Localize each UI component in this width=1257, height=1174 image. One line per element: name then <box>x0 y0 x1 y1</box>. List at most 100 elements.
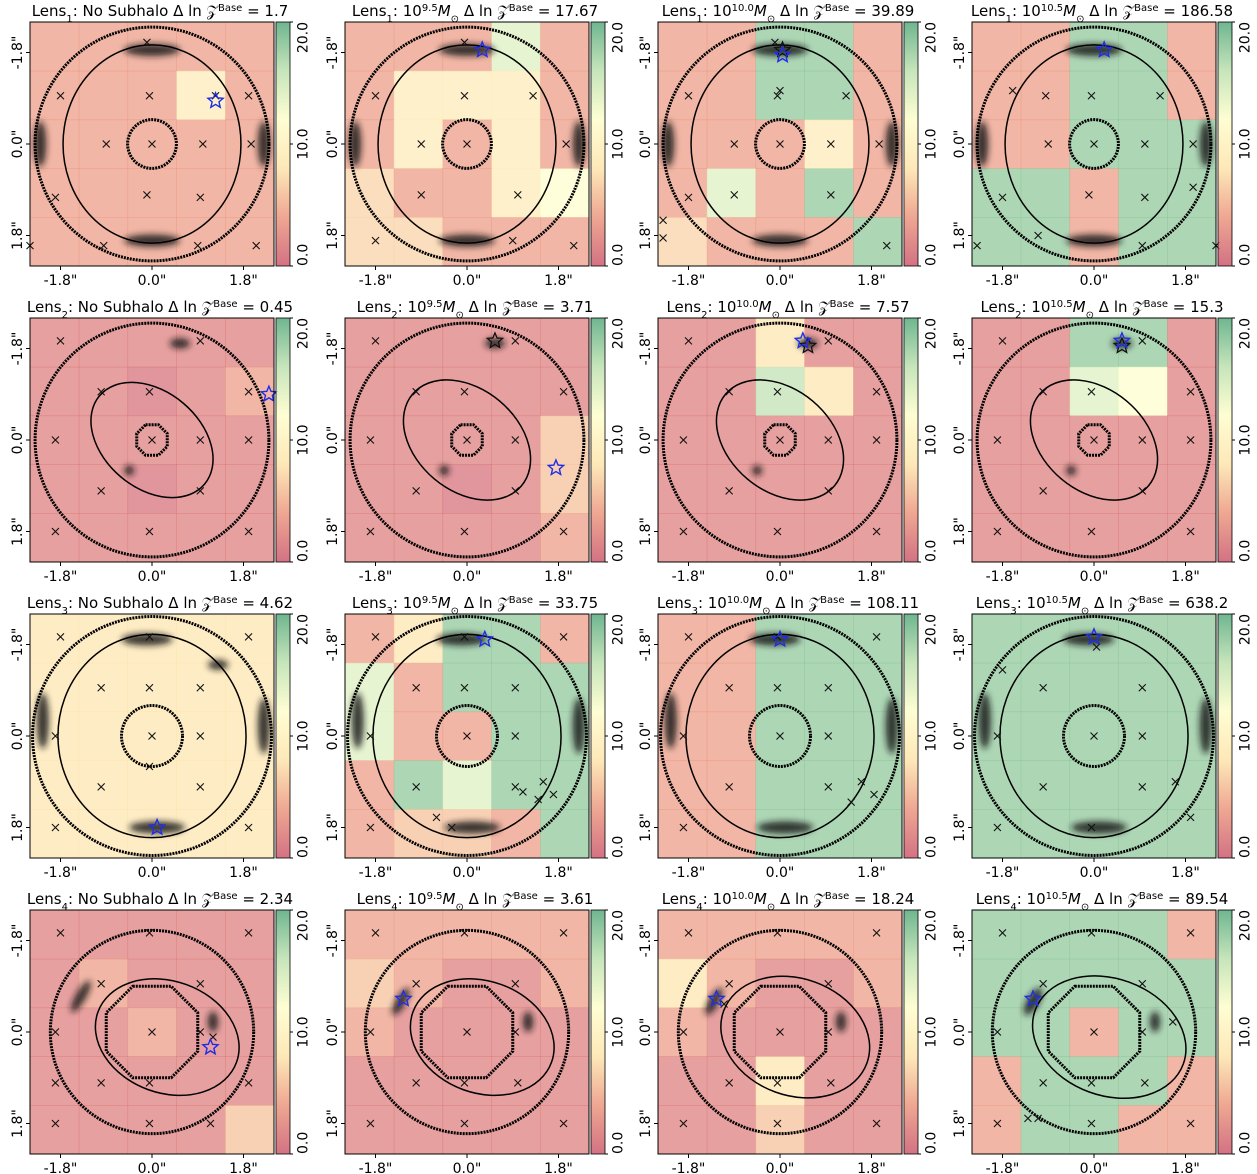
x-tick-label: -1.8" <box>672 1161 706 1174</box>
panel-title: Lens3: 1010.5M⊙ Δ ln 𝒵Base = 638.2 <box>976 594 1229 617</box>
colorbar-tick-label: 0.0 <box>924 1132 940 1154</box>
heatmap-cell <box>78 168 129 218</box>
panel-title: Lens2: No Subhalo Δ ln 𝒵Base = 0.45 <box>27 298 293 321</box>
heatmap-cell <box>804 760 854 810</box>
lensed-arc <box>1066 43 1122 57</box>
lensed-arcs <box>34 43 270 247</box>
heatmap-cell <box>755 910 805 960</box>
grid-search-point <box>1044 140 1053 148</box>
colorbar <box>904 614 918 858</box>
grid-search-point <box>511 486 520 495</box>
y-tick-label: 0.0" <box>10 722 26 751</box>
heatmap-cell <box>1167 513 1216 562</box>
grid-search-point <box>244 1078 253 1087</box>
best-fit-star <box>707 989 726 1007</box>
grid-search-point <box>882 241 891 250</box>
grid-search-point <box>773 91 782 100</box>
heatmap-cell <box>491 119 541 169</box>
grid-search-point <box>1039 1078 1048 1087</box>
y-tick-label: 0.0" <box>638 722 654 751</box>
lensed-arc <box>36 692 49 749</box>
heatmap-cell <box>1020 415 1071 465</box>
x-tick-label: 1.8" <box>229 865 258 881</box>
colorbar-tick-label: 10.0 <box>1238 424 1254 455</box>
heatmap-cell <box>176 168 226 218</box>
colorbar-tick-label: 10.0 <box>924 720 940 751</box>
heatmap-cell <box>345 513 395 562</box>
heatmap-cell <box>1167 809 1216 858</box>
colorbar <box>276 22 290 266</box>
grid-search-point <box>97 979 106 988</box>
grid-search-point <box>145 387 154 396</box>
lensed-arc <box>1066 465 1077 476</box>
colorbar-tick-label: 20.0 <box>924 910 940 941</box>
heatmap-cell <box>540 1007 589 1057</box>
heatmap-cell <box>540 1056 589 1106</box>
heatmap-cell <box>1167 958 1216 1009</box>
y-tick-label: 0.0" <box>638 1018 654 1047</box>
grid-search-point <box>366 1119 375 1128</box>
heatmap-cell <box>30 614 80 664</box>
lensed-arc <box>257 697 270 754</box>
colorbar-tick-label: 0.0 <box>924 244 940 266</box>
true-subhalo-star <box>798 336 818 354</box>
heatmap-cell <box>540 809 589 858</box>
grid-search-point <box>460 91 469 100</box>
grid-search-point <box>1189 183 1198 192</box>
heatmap-cell <box>78 70 129 121</box>
heatmap-cell <box>1167 22 1216 72</box>
critical-curve <box>1029 379 1159 501</box>
grid-search-point <box>511 683 520 692</box>
grid-search-point <box>371 632 380 641</box>
grid-search-point <box>1140 140 1149 148</box>
y-tick-label: 1.8" <box>325 517 341 546</box>
heatmap-cell <box>491 614 541 664</box>
lensed-arc <box>257 121 270 167</box>
grid-search-point <box>1034 231 1042 240</box>
grid-search-point <box>511 436 520 444</box>
grid-search-point <box>824 486 833 495</box>
x-tick-label: 1.8" <box>857 569 886 585</box>
heatmap-cell <box>1069 910 1119 960</box>
grid-search-point <box>148 1028 156 1036</box>
colorbar-tick-label: 10.0 <box>296 720 312 751</box>
grid-search-point <box>1189 140 1198 148</box>
heatmap-cell <box>442 760 492 810</box>
y-tick-label: -1.8" <box>952 628 968 662</box>
heatmap-cell <box>127 662 177 713</box>
x-tick-label: 0.0" <box>1080 1161 1109 1174</box>
x-tick-label: 1.8" <box>229 569 258 585</box>
grid-search-point <box>143 38 151 47</box>
grid-search-point <box>1087 527 1096 536</box>
lensed-arc <box>978 692 991 749</box>
heatmap-cell <box>176 70 226 121</box>
lensed-arc <box>439 465 450 476</box>
x-tick-label: -1.8" <box>44 569 78 585</box>
heatmap-cell <box>1020 711 1071 761</box>
x-tick-label: -1.8" <box>672 273 706 289</box>
grid-search-point <box>244 527 253 536</box>
lensed-arc <box>757 821 814 834</box>
x-tick-label: -1.8" <box>359 1161 393 1174</box>
grid-search-point <box>432 813 441 822</box>
grid-search-point <box>412 979 421 988</box>
grid-search-point <box>148 732 156 740</box>
heatmap-cell <box>491 760 541 810</box>
grid-search-point <box>412 782 421 791</box>
lensed-arc <box>1066 234 1122 247</box>
heatmap-cell <box>127 513 177 562</box>
mask-ring <box>1068 118 1120 170</box>
best-fit-star <box>1023 989 1043 1007</box>
grid-search-point <box>56 928 65 937</box>
grid-search-point <box>776 732 784 740</box>
true-subhalo-star <box>485 331 505 349</box>
x-tick-label: 0.0" <box>1080 865 1109 881</box>
heatmap-cell <box>658 513 708 562</box>
colorbar-tick-label: 20.0 <box>296 910 312 941</box>
lensed-arc <box>572 697 585 754</box>
mask-ring <box>348 25 586 263</box>
best-fit-star <box>206 90 225 109</box>
grid-search-point <box>371 236 380 245</box>
grid-search-point <box>1140 1078 1149 1087</box>
colorbar-tick-label: 10.0 <box>924 1016 940 1047</box>
